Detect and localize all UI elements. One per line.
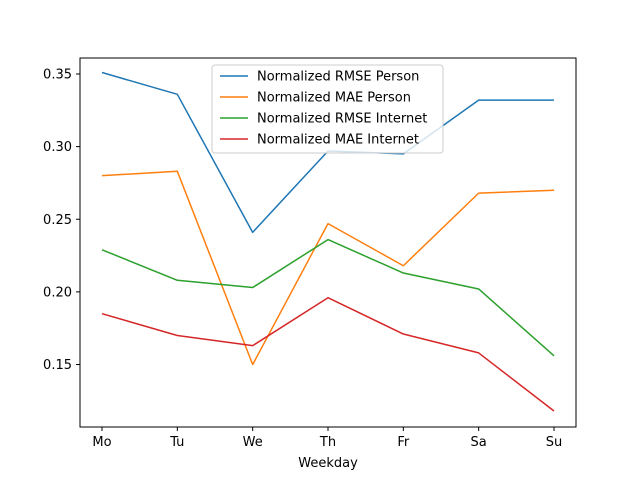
x-tick-label: Tu — [169, 435, 184, 450]
legend-label: Normalized RMSE Internet — [257, 112, 427, 127]
x-tick-label: Mo — [92, 435, 111, 450]
series-line-2 — [101, 170, 555, 366]
y-tick-label: 0.20 — [43, 285, 72, 300]
series-line-4 — [101, 296, 555, 412]
y-axis: 0.15 0.20 0.25 0.30 0.35 — [43, 67, 80, 373]
x-tick-label: Sa — [471, 435, 487, 450]
x-tick-label: Th — [319, 435, 336, 450]
series-layer — [101, 71, 555, 412]
y-tick-label: 0.35 — [43, 67, 72, 82]
x-tick-label: Fr — [397, 435, 410, 450]
legend-label: Normalized RMSE Person — [257, 70, 419, 85]
legend-frame — [211, 64, 444, 154]
x-tick-label: We — [243, 435, 263, 450]
y-tick-label: 0.15 — [43, 358, 72, 373]
legend-label: Normalized MAE Person — [257, 91, 411, 106]
x-tick-label: Su — [546, 435, 563, 450]
y-tick-label: 0.25 — [43, 213, 72, 228]
series-line-3 — [101, 238, 555, 357]
legend-label: Normalized MAE Internet — [257, 133, 419, 148]
y-tick-label: 0.30 — [43, 140, 72, 155]
x-axis-title: Weekday — [298, 456, 358, 471]
x-axis: Mo Tu We Th Fr Sa Su — [92, 427, 562, 450]
legend: Normalized RMSE Person Normalized MAE Per… — [211, 64, 444, 154]
